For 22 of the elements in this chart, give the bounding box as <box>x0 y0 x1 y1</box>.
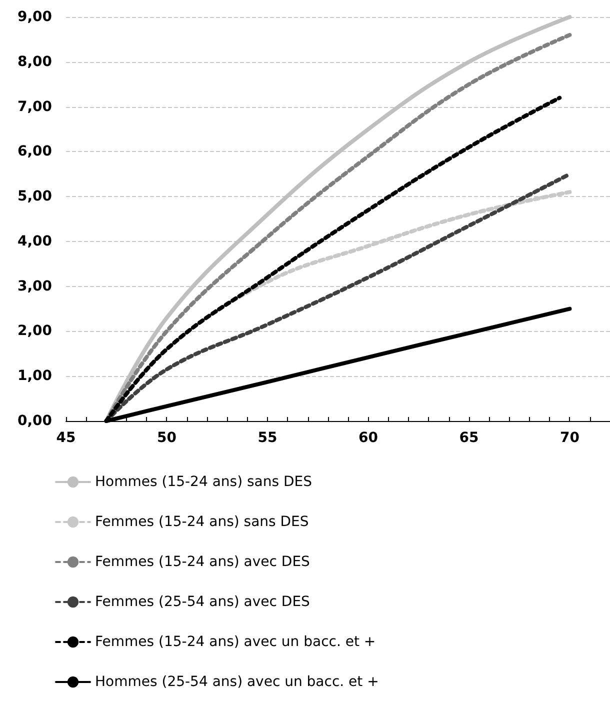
x-tick-label: 45 <box>56 430 76 446</box>
y-tick-label: 7,00 <box>17 98 52 115</box>
y-tick-label: 0,00 <box>17 413 52 429</box>
y-tick-label: 8,00 <box>17 54 52 70</box>
legend-label: Hommes (15-24 ans) sans DES <box>95 474 312 490</box>
y-tick-label: 9,00 <box>17 9 52 25</box>
x-tick-label: 50 <box>157 430 177 446</box>
x-tick-label: 60 <box>358 430 378 446</box>
legend-label: Femmes (15-24 ans) avec un bacc. et + <box>95 634 376 650</box>
legend-label: Femmes (15-24 ans) avec DES <box>95 554 310 570</box>
y-tick-label: 5,00 <box>17 188 52 205</box>
legend-label: Hommes (25-54 ans) avec un bacc. et + <box>95 674 379 690</box>
y-tick-label: 3,00 <box>17 278 52 294</box>
legend-label: Femmes (15-24 ans) sans DES <box>95 514 309 530</box>
x-tick-label: 70 <box>560 430 580 446</box>
y-tick-label: 4,00 <box>17 233 52 250</box>
y-tick-label: 1,00 <box>17 368 52 384</box>
y-tick-label: 2,00 <box>17 323 52 340</box>
y-tick-label: 6,00 <box>17 144 52 160</box>
x-tick-label: 55 <box>258 430 278 446</box>
x-tick-label: 65 <box>459 430 479 446</box>
legend-label: Femmes (25-54 ans) avec DES <box>95 594 310 610</box>
